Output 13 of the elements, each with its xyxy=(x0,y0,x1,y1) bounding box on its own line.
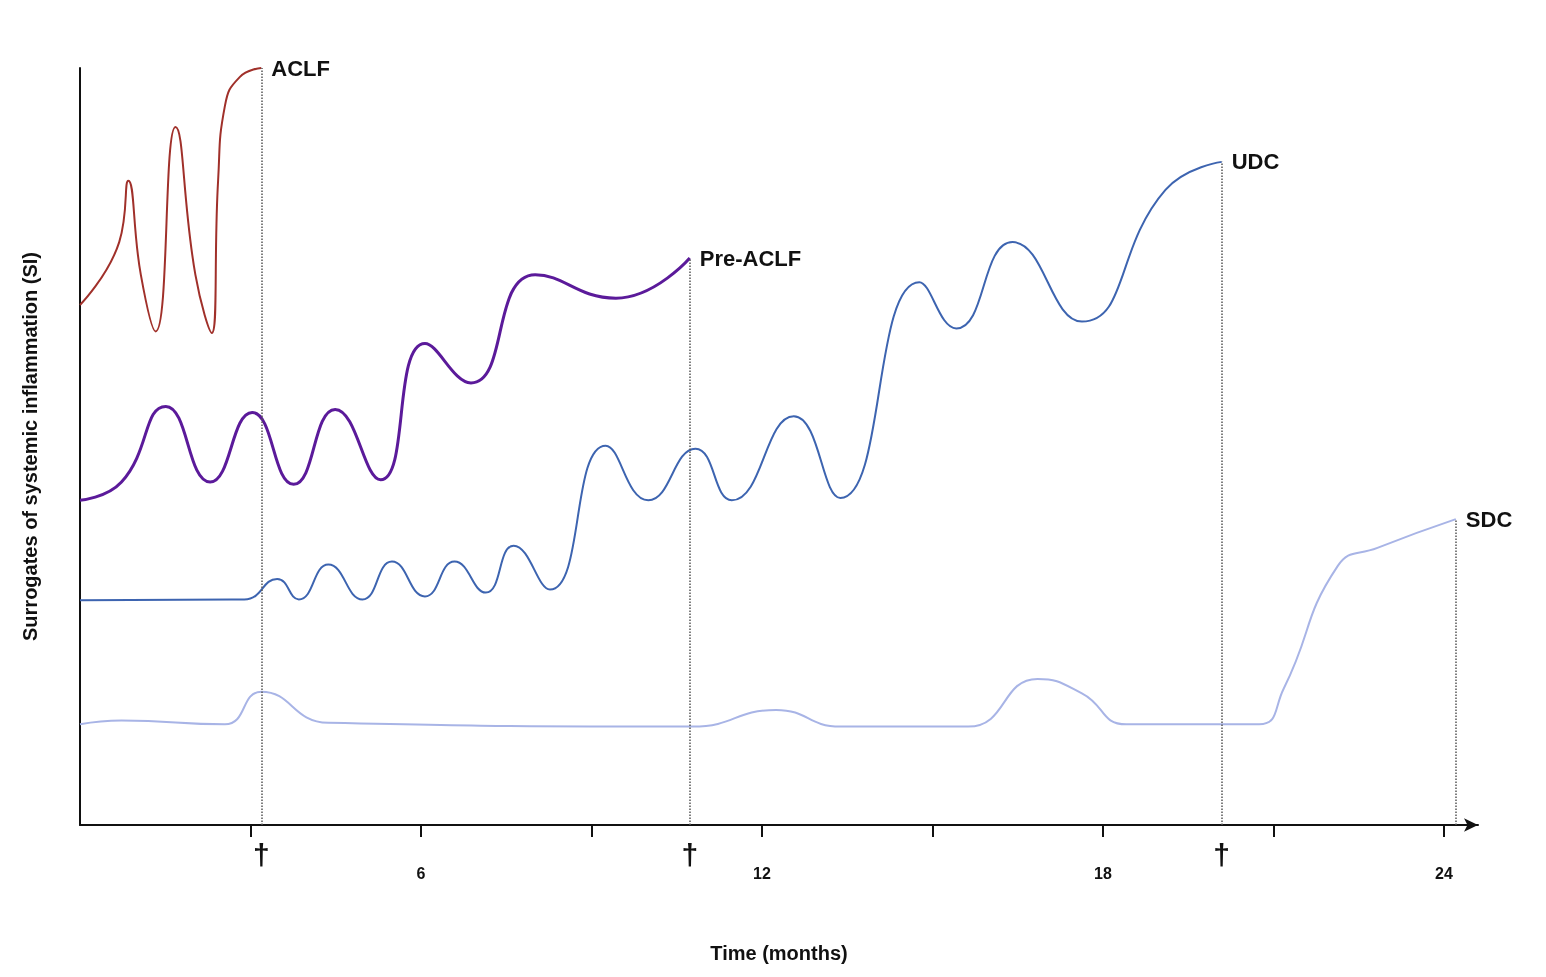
ref-line-label: † xyxy=(681,837,699,871)
series-label: Pre-ACLF xyxy=(699,245,802,271)
x-tick-label: 18 xyxy=(1094,864,1112,882)
y-axis-title: Surrogates of systemic inflammation (SI) xyxy=(19,252,41,641)
x-tick-label: 24 xyxy=(1435,864,1453,882)
ref-line-label: † xyxy=(252,837,270,871)
series-label: SDC xyxy=(1465,506,1513,532)
ref-line-label: † xyxy=(1213,837,1231,871)
x-axis-title: Time (months) xyxy=(710,942,848,964)
series-label: ACLF xyxy=(271,55,330,81)
series-label: UDC xyxy=(1231,149,1280,175)
x-tick-label: 6 xyxy=(416,864,426,882)
x-tick-label: 12 xyxy=(753,864,771,882)
